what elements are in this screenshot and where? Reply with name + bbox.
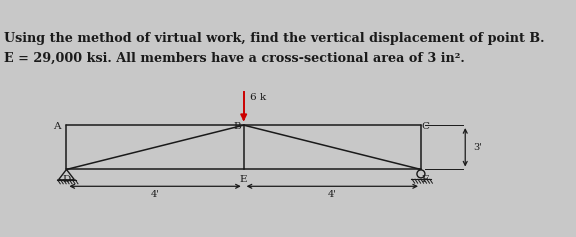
Text: A: A	[53, 123, 60, 132]
Text: 3': 3'	[473, 143, 482, 152]
Text: B: B	[233, 123, 241, 132]
Text: 4': 4'	[150, 190, 160, 199]
Text: C: C	[422, 123, 429, 132]
Text: 4': 4'	[328, 190, 337, 199]
Text: D: D	[62, 175, 71, 184]
Text: 6 k: 6 k	[251, 93, 267, 102]
Text: E: E	[240, 175, 248, 184]
Text: E = 29,000 ksi. All members have a cross-sectional area of 3 in².: E = 29,000 ksi. All members have a cross…	[5, 52, 465, 65]
Text: F: F	[422, 175, 429, 184]
Text: Using the method of virtual work, find the vertical displacement of point B.: Using the method of virtual work, find t…	[5, 32, 545, 45]
